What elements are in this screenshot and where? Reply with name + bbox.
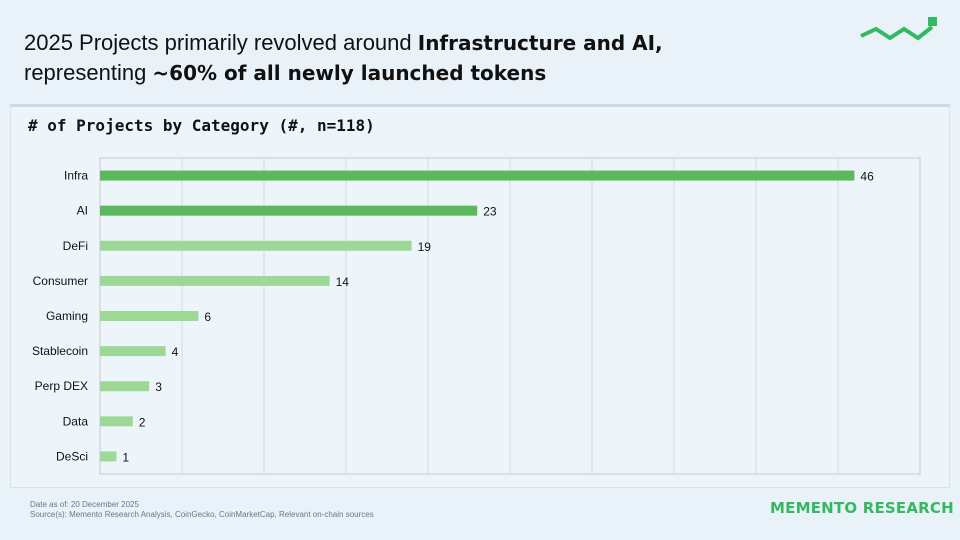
bar-consumer (100, 275, 330, 286)
value-label-defi: 19 (418, 240, 432, 254)
footnote-sources: Source(s): Memento Research Analysis, Co… (30, 510, 374, 519)
headline: 2025 Projects primarily revolved around … (24, 28, 844, 88)
bar-perp-dex (100, 381, 150, 392)
headline-line-2: representing ~60% of all newly launched … (24, 58, 844, 88)
footnote: Date as of: 20 December 2025 Source(s): … (30, 500, 374, 520)
value-label-infra: 46 (860, 170, 874, 184)
headline-line-1-regular: 2025 Projects primarily revolved around (24, 30, 418, 55)
bar-infra (100, 170, 855, 181)
bar-ai (100, 205, 478, 216)
logo-square-icon (928, 17, 937, 26)
category-label-desci: DeSci (56, 449, 88, 463)
value-label-ai: 23 (483, 205, 497, 219)
category-label-ai: AI (77, 204, 88, 218)
bar-defi (100, 240, 412, 251)
value-label-data: 2 (139, 415, 146, 429)
category-label-infra: Infra (64, 169, 88, 183)
chart-bars (100, 170, 855, 462)
category-label-data: Data (63, 414, 89, 428)
bar-gaming (100, 311, 199, 321)
headline-line-2-regular: representing (24, 60, 153, 85)
chart-gridlines (181, 158, 839, 474)
bar-desci (100, 451, 117, 462)
value-label-perp-dex: 3 (155, 380, 162, 394)
brand-wordmark: MEMENTO RESEARCH (770, 499, 954, 517)
category-label-consumer: Consumer (33, 274, 88, 288)
category-label-perp-dex: Perp DEX (35, 379, 88, 393)
value-label-gaming: 6 (204, 310, 211, 324)
bar-data (100, 416, 133, 427)
category-label-stablecoin: Stablecoin (32, 344, 88, 358)
chart-title: # of Projects by Category (#, n=118) (28, 116, 375, 135)
chart-panel (10, 104, 950, 488)
headline-line-1: 2025 Projects primarily revolved around … (24, 28, 844, 58)
category-label-gaming: Gaming (46, 309, 88, 323)
bar-stablecoin (100, 346, 166, 357)
value-label-stablecoin: 4 (172, 345, 179, 359)
value-label-desci: 1 (122, 450, 129, 464)
footnote-date: Date as of: 20 December 2025 (30, 500, 139, 509)
headline-line-1-bold: Infrastructure and AI, (417, 31, 663, 55)
memento-logo-icon (860, 17, 937, 41)
value-label-consumer: 14 (336, 275, 350, 289)
category-label-defi: DeFi (63, 239, 88, 253)
headline-line-2-bold: ~60% of all newly launched tokens (152, 61, 547, 85)
logo-wave-icon (860, 25, 934, 41)
